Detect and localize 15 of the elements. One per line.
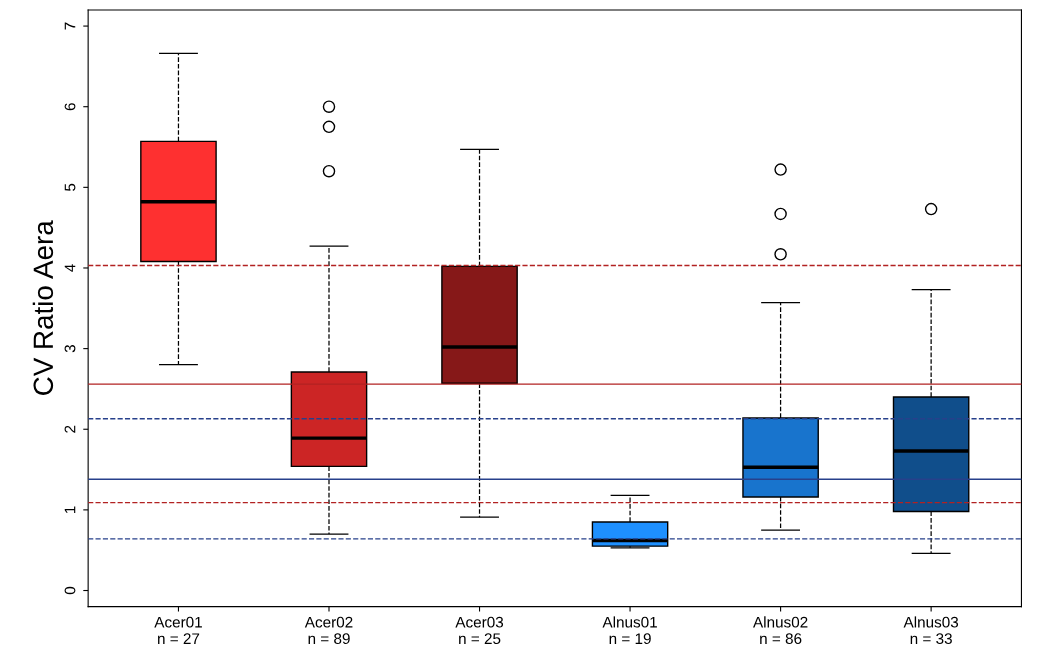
y-tick-label: 6 — [64, 103, 76, 111]
x-tick-label: Alnus02 n = 86 — [753, 616, 808, 645]
x-tick-label: Acer01 n = 27 — [154, 616, 202, 644]
x-tick-label: Alnus01 n = 19 — [602, 616, 657, 645]
y-tick-label: 5 — [64, 183, 76, 191]
y-tick-label: 3 — [64, 345, 76, 353]
y-tick-label: 7 — [64, 22, 76, 30]
y-axis-title: CV Ratio Aera — [32, 220, 54, 395]
x-tick-label: Alnus03 n = 33 — [903, 616, 959, 645]
y-tick-label: 0 — [64, 586, 76, 595]
y-tick-label: 2 — [64, 425, 76, 433]
y-tick-label: 4 — [64, 264, 76, 272]
x-tick-label: Acer02 n = 89 — [304, 616, 353, 645]
y-tick-label: 1 — [64, 506, 76, 513]
x-tick-label: Acer03 n = 25 — [455, 616, 504, 645]
